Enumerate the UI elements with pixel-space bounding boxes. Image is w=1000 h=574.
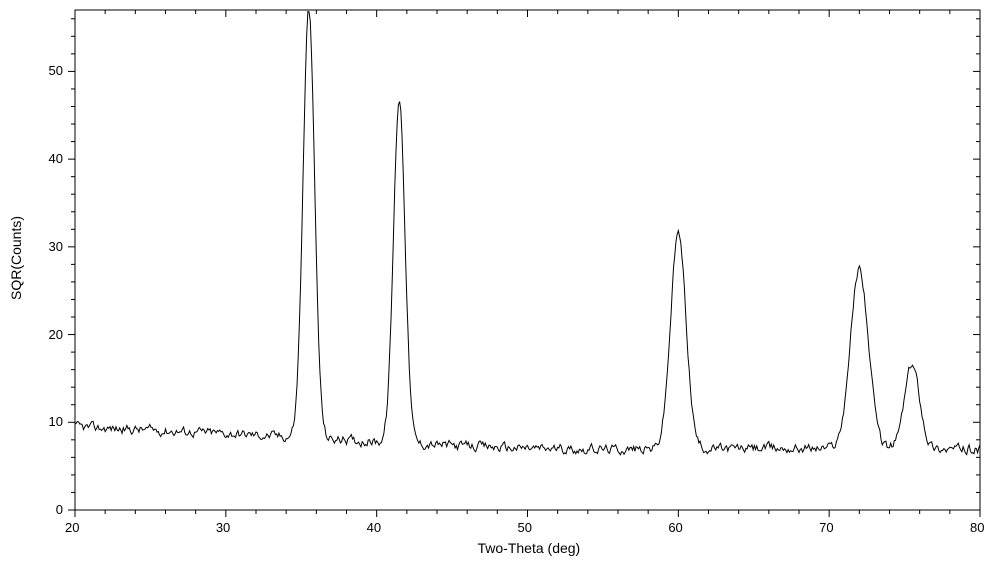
x-tick-label: 80 bbox=[970, 520, 984, 535]
x-tick-label: 60 bbox=[668, 520, 682, 535]
x-axis-label: Two-Theta (deg) bbox=[478, 540, 581, 556]
y-axis-label: SQR(Counts) bbox=[8, 216, 24, 300]
y-tick-label: 0 bbox=[56, 502, 63, 517]
x-tick-label: 30 bbox=[216, 520, 230, 535]
y-tick-label: 50 bbox=[49, 63, 63, 78]
y-tick-label: 10 bbox=[49, 414, 63, 429]
y-tick-label: 20 bbox=[49, 327, 63, 342]
y-tick-label: 40 bbox=[49, 151, 63, 166]
y-tick-label: 30 bbox=[49, 239, 63, 254]
x-tick-label: 40 bbox=[367, 520, 381, 535]
xrd-chart: SQR(Counts) Two-Theta (deg) 20 30 40 50 60 70… bbox=[0, 0, 1000, 574]
x-tick-label: 70 bbox=[819, 520, 833, 535]
chart-svg bbox=[0, 0, 1000, 574]
x-tick-label: 20 bbox=[65, 520, 79, 535]
x-tick-label: 50 bbox=[518, 520, 532, 535]
